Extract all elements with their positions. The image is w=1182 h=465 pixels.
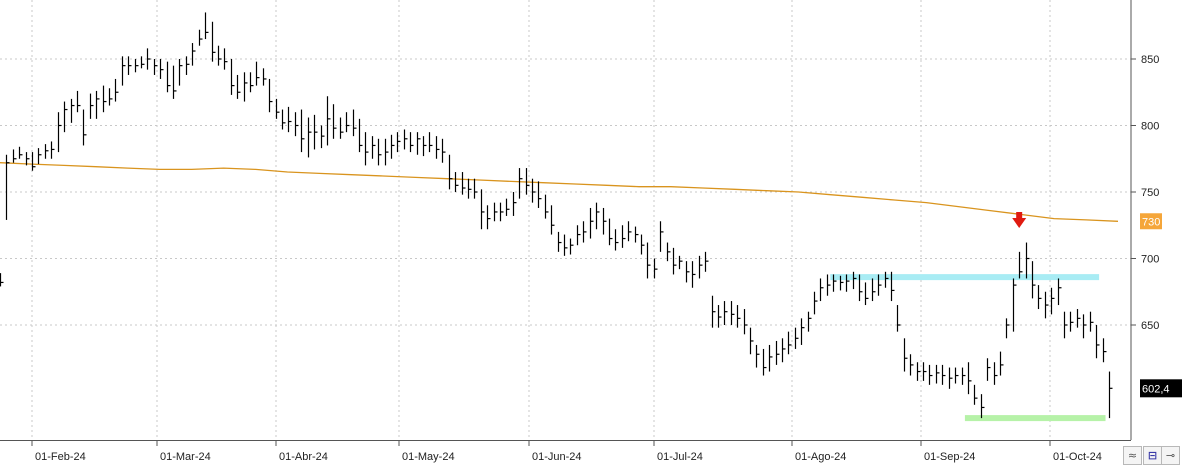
x-tick-label: 01-Sep-24 xyxy=(924,451,975,463)
x-tick-label: 01-Jun-24 xyxy=(532,451,582,463)
last-price-label-text: 602,4 xyxy=(1142,383,1170,395)
y-tick-label: 700 xyxy=(1141,254,1159,266)
ma-price-label-text: 730 xyxy=(1142,216,1160,228)
support-zone xyxy=(965,415,1106,421)
last-price-label: 602,4 xyxy=(1140,379,1182,397)
x-tick-label: 01-May-24 xyxy=(402,451,455,463)
x-tick-label: 01-Jul-24 xyxy=(657,451,703,463)
y-tick-label: 750 xyxy=(1141,187,1159,199)
x-tick-label: 01-Mar-24 xyxy=(160,451,211,463)
y-tick-label: 800 xyxy=(1141,121,1159,133)
x-tick-label: 01-Feb-24 xyxy=(35,451,86,463)
save-icon[interactable]: ⊟ xyxy=(1143,446,1162,465)
y-tick-label: 650 xyxy=(1141,320,1159,332)
pin-icon[interactable]: ⊸ xyxy=(1161,446,1180,465)
x-tick-label: 01-Oct-24 xyxy=(1053,451,1102,463)
ma-price-label: 730 xyxy=(1140,213,1162,229)
x-tick-label: 01-Abr-24 xyxy=(279,451,328,463)
x-tick-label: 01-Ago-24 xyxy=(795,451,846,463)
y-tick-label: 850 xyxy=(1141,54,1159,66)
scroll-arrows-icon[interactable]: ≈ xyxy=(1123,446,1142,465)
